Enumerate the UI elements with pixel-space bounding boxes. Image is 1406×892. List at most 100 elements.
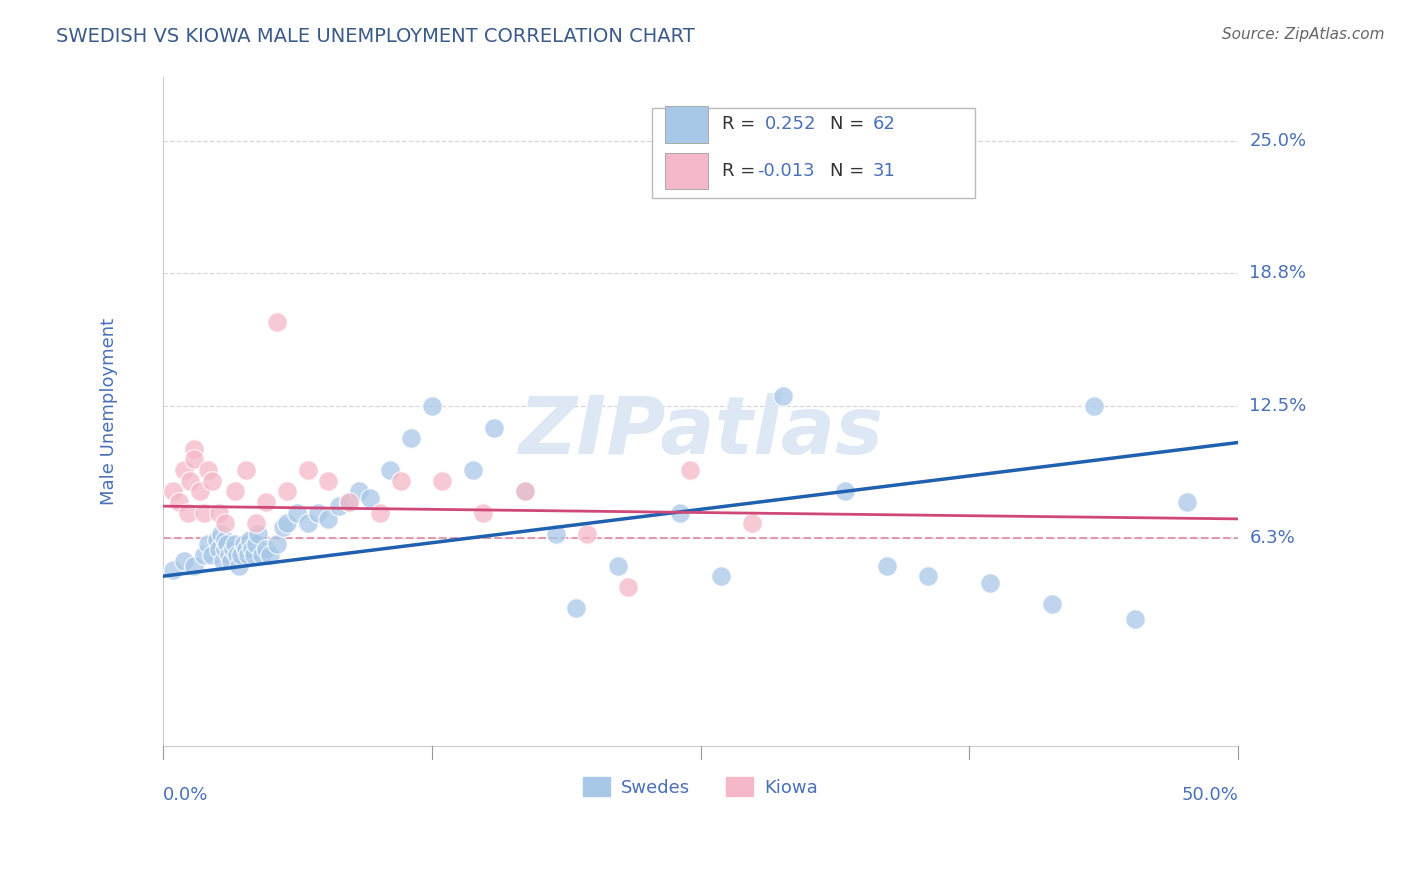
Point [316,512,339,526]
Point [669,506,692,520]
Point [169,495,191,509]
Point [235,463,257,477]
Point [307,506,329,520]
Point [201,474,224,488]
Bar [665,106,709,143]
FancyBboxPatch shape [652,108,974,198]
Point [359,491,381,505]
Point [232,537,254,551]
Point [173,554,195,568]
Point [544,526,567,541]
Point [214,541,236,556]
Point [368,506,391,520]
Point [679,463,702,477]
Point [979,575,1001,590]
Point [214,516,236,530]
Point [162,563,184,577]
Point [575,526,598,541]
Point [266,537,288,551]
Point [201,548,224,562]
Point [482,420,505,434]
Point [231,548,253,562]
Point [209,526,232,541]
Text: 12.5%: 12.5% [1250,398,1306,416]
Point [1083,400,1105,414]
Point [430,474,453,488]
Point [240,541,263,556]
Point [193,506,215,520]
Point [276,484,298,499]
Text: N =: N = [830,115,870,133]
Point [606,558,628,573]
Point [472,506,495,520]
Point [208,506,231,520]
Point [219,554,242,568]
Point [772,389,794,403]
Point [1123,612,1146,626]
Point [876,558,898,573]
Text: R =: R = [723,115,766,133]
Point [197,463,219,477]
Point [461,463,484,477]
Text: 25.0%: 25.0% [1250,132,1306,150]
Point [513,484,536,499]
Point [245,537,267,551]
Legend: Swedes, Kiowa: Swedes, Kiowa [576,770,825,804]
Text: 18.8%: 18.8% [1250,264,1306,282]
Point [297,463,319,477]
Point [328,499,350,513]
Point [565,601,588,615]
Point [246,526,269,541]
Point [173,463,195,477]
Point [337,495,360,509]
Point [420,400,443,414]
Point [215,537,238,551]
Point [250,548,273,562]
Text: 62: 62 [873,115,896,133]
Point [316,474,339,488]
Text: -0.013: -0.013 [758,162,815,180]
Point [218,548,240,562]
Text: ZIPatlas: ZIPatlas [517,392,883,471]
Point [337,495,360,509]
Text: 31: 31 [873,162,896,180]
Point [380,463,402,477]
Point [254,495,277,509]
Point [1040,597,1063,611]
Text: 50.0%: 50.0% [1181,786,1239,804]
Point [214,533,236,548]
Point [226,548,249,562]
Point [239,533,262,548]
Point [266,314,288,328]
Point [254,541,277,556]
Text: 0.0%: 0.0% [163,786,208,804]
Point [710,569,733,583]
Point [276,516,298,530]
Point [188,484,211,499]
Text: N =: N = [830,162,870,180]
Point [399,431,422,445]
Point [162,484,184,499]
Point [349,484,371,499]
Point [236,548,259,562]
Point [228,558,250,573]
Point [1175,495,1198,509]
Point [513,484,536,499]
Point [259,548,281,562]
Text: 6.3%: 6.3% [1250,529,1295,547]
Point [224,537,246,551]
Point [193,548,215,562]
Point [205,533,228,548]
Point [211,554,233,568]
Text: SWEDISH VS KIOWA MALE UNEMPLOYMENT CORRELATION CHART: SWEDISH VS KIOWA MALE UNEMPLOYMENT CORRE… [56,27,695,45]
Point [243,548,266,562]
Point [741,516,763,530]
Bar [665,153,709,189]
Text: Source: ZipAtlas.com: Source: ZipAtlas.com [1222,27,1385,42]
Text: Male Unemployment: Male Unemployment [100,318,118,505]
Point [245,516,267,530]
Point [285,506,308,520]
Point [208,541,231,556]
Point [271,520,294,534]
Point [834,484,856,499]
